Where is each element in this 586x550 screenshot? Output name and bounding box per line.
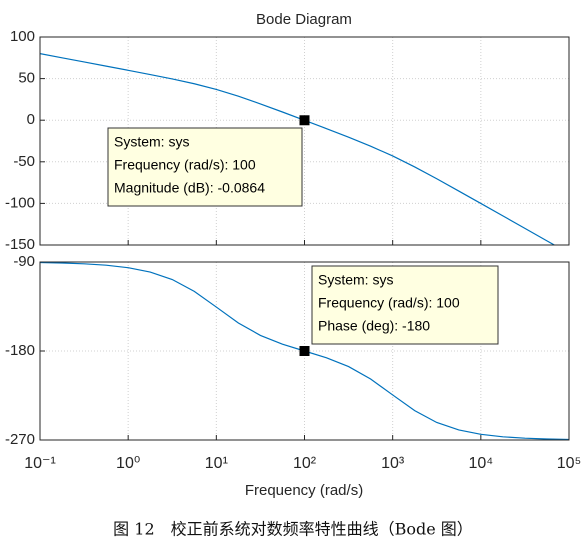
y-tick-label: -270 bbox=[5, 431, 35, 448]
y-tick-label: -50 bbox=[13, 153, 35, 170]
datatip-text: Phase (deg): -180 bbox=[318, 318, 430, 334]
datatip-text: Frequency (rad/s): 100 bbox=[114, 157, 256, 173]
x-tick-label: 10⁵ bbox=[557, 455, 581, 472]
plot-frame bbox=[39, 261, 570, 441]
y-tick-label: -90 bbox=[13, 253, 35, 270]
datatip-text: Magnitude (dB): -0.0864 bbox=[114, 180, 265, 196]
chart-title: Bode Diagram bbox=[256, 11, 352, 28]
x-axis-label: Frequency (rad/s) bbox=[245, 482, 363, 499]
x-tick-label: 10³ bbox=[381, 455, 405, 472]
datatip-text: System: sys bbox=[114, 134, 189, 150]
datatip-marker bbox=[299, 346, 310, 356]
datatip-text: System: sys bbox=[318, 272, 393, 288]
x-tick-label: 10² bbox=[293, 455, 317, 472]
y-tick-label: 50 bbox=[18, 70, 35, 87]
y-tick-label: 0 bbox=[27, 111, 35, 128]
datatip-box bbox=[107, 127, 303, 207]
x-tick-label: 10⁰ bbox=[116, 455, 140, 472]
x-tick-label: 10⁴ bbox=[468, 455, 493, 472]
x-tick-label: 10¹ bbox=[205, 455, 228, 472]
plot-frame bbox=[39, 36, 570, 246]
x-tick-label: 10⁻¹ bbox=[24, 455, 56, 472]
y-tick-label: -100 bbox=[5, 194, 35, 211]
datatip-text: Frequency (rad/s): 100 bbox=[318, 295, 460, 311]
y-tick-label: -150 bbox=[5, 236, 35, 253]
datatip-marker bbox=[299, 115, 310, 126]
caption: 图 12 校正前系统对数频率特性曲线（Bode 图） bbox=[113, 520, 473, 539]
y-tick-label: -180 bbox=[5, 342, 35, 359]
datatip-box bbox=[311, 265, 499, 345]
y-tick-label: 100 bbox=[10, 28, 35, 45]
